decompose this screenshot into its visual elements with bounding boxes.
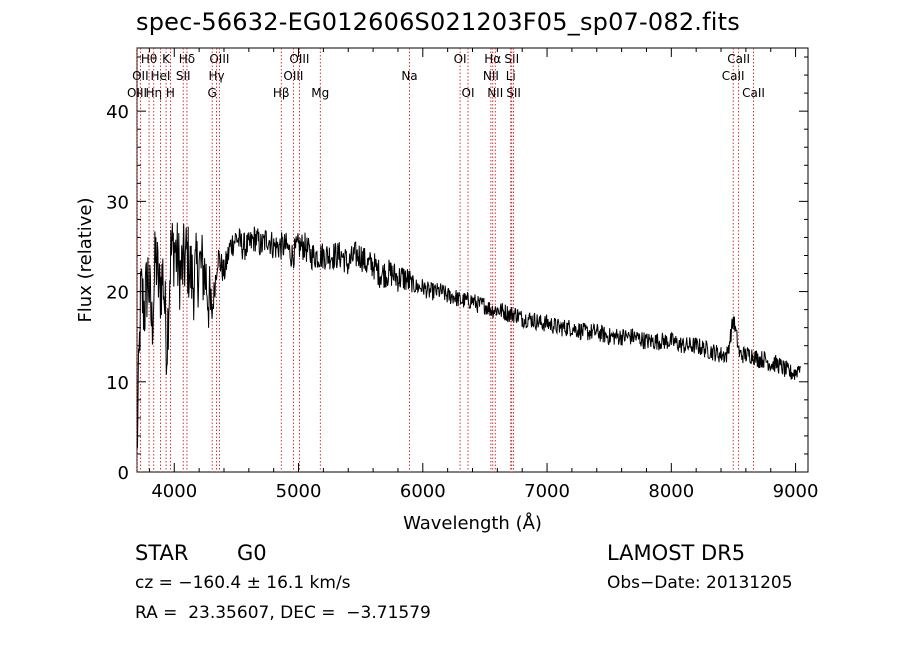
class-label: STAR (135, 541, 189, 565)
spectral-line-label: OI (462, 86, 475, 100)
x-axis-title: Wavelength (Å) (403, 512, 542, 534)
spectral-line-label: CaII (742, 86, 765, 100)
spectral-line-label: Hα (484, 52, 501, 66)
y-tick-label: 20 (106, 283, 129, 304)
subclass-label: G0 (237, 541, 267, 565)
spectral-line-label: Hθ (141, 52, 157, 66)
obs-date-text: Obs−Date: 20131205 (607, 573, 793, 593)
survey-label: LAMOST DR5 (607, 541, 746, 565)
x-tick-label: 4000 (151, 481, 197, 502)
spectral-line-label: OIII (209, 52, 229, 66)
y-tick-label: 0 (118, 463, 129, 484)
spectral-line-label: Mg (311, 86, 329, 100)
y-tick-label: 10 (106, 373, 129, 394)
spectral-line-label: Hη (145, 86, 162, 100)
x-tick-label: 5000 (276, 481, 322, 502)
spectral-line-label: Li (506, 69, 516, 83)
chart-title: spec-56632-EG012606S021203F05_sp07-082.f… (136, 8, 740, 36)
x-tick-label: 6000 (400, 481, 446, 502)
spectral-line-label: CaII (727, 52, 750, 66)
x-tick-label: 9000 (773, 481, 819, 502)
y-tick-label: 30 (106, 192, 129, 213)
spectral-line-label: SII (504, 52, 519, 66)
spectral-line-label: OII (132, 69, 149, 83)
spectral-line-label: CaII (722, 69, 745, 83)
radec-text: RA = 23.35607, DEC = −3.71579 (135, 603, 431, 623)
cz-text: cz = −160.4 ± 16.1 km/s (135, 573, 351, 593)
spectral-line-label: Hβ (273, 86, 290, 100)
spectral-line-label: SII (506, 86, 521, 100)
y-axis-title: Flux (relative) (75, 197, 96, 322)
spectral-line-label: OI (454, 52, 467, 66)
y-tick-label: 40 (106, 102, 129, 123)
spectral-line-label: SII (176, 69, 191, 83)
plot-frame (136, 47, 809, 473)
spectral-line-label: HeI (151, 69, 171, 83)
spectral-line-label: NII (487, 86, 503, 100)
spectral-line-label: OIII (127, 86, 147, 100)
spectral-line-label: NII (483, 69, 499, 83)
spectral-line-label: OIII (289, 52, 309, 66)
spectral-line-label: Hδ (179, 52, 195, 66)
x-tick-label: 7000 (524, 481, 570, 502)
spectrum-line (136, 222, 801, 449)
spectral-line-label: G (208, 86, 217, 100)
spectral-line-label: OIII (283, 69, 303, 83)
spectral-line-label: Na (401, 69, 417, 83)
spectral-line-label: K (162, 52, 171, 66)
spectral-line-label: H (166, 86, 175, 100)
x-tick-label: 8000 (648, 481, 694, 502)
spectral-line-label: Hγ (208, 69, 224, 83)
